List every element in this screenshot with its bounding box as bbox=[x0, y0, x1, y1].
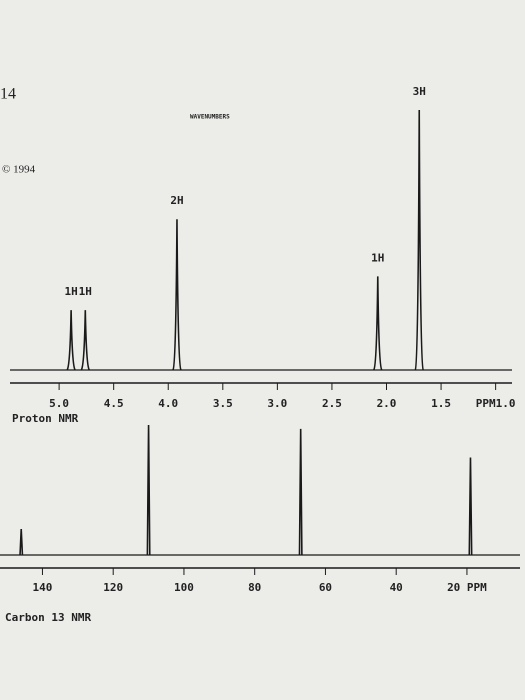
x-tick-label: 140 bbox=[33, 581, 53, 594]
x-tick-label: 1.5 bbox=[431, 397, 451, 410]
peak-label: 1H bbox=[79, 285, 92, 298]
x-tick-label: PPM1.0 bbox=[476, 397, 516, 410]
page-number: 14 bbox=[0, 86, 16, 103]
x-tick-label: 80 bbox=[248, 581, 261, 594]
x-tick-label: 4.5 bbox=[104, 397, 124, 410]
peak bbox=[146, 424, 151, 556]
peak-label: 2H bbox=[170, 194, 183, 207]
x-tick-label: 120 bbox=[103, 581, 123, 594]
x-tick-label: 3.5 bbox=[213, 397, 233, 410]
peak bbox=[298, 428, 303, 556]
x-tick-label: 40 bbox=[390, 581, 403, 594]
peak bbox=[80, 310, 91, 371]
x-tick-label: 3.0 bbox=[267, 397, 287, 410]
peak bbox=[172, 219, 182, 371]
x-tick-label: 100 bbox=[174, 581, 194, 594]
x-tick-label: 2.0 bbox=[377, 397, 397, 410]
header-text: WAVENUMBERS bbox=[190, 114, 230, 121]
x-tick-label: 4.0 bbox=[158, 397, 178, 410]
peak bbox=[19, 528, 24, 556]
peak bbox=[414, 109, 425, 371]
copyright: © 1994 bbox=[2, 164, 36, 176]
chart-title: Carbon 13 NMR bbox=[5, 611, 91, 624]
x-tick-label: 2.5 bbox=[322, 397, 342, 410]
peak bbox=[66, 310, 76, 371]
peak bbox=[373, 276, 383, 371]
peak bbox=[468, 457, 473, 556]
peak-label: 1H bbox=[64, 285, 77, 298]
x-tick-label: 5.0 bbox=[49, 397, 69, 410]
chart-title: Proton NMR bbox=[12, 412, 79, 425]
peak-label: 3H bbox=[413, 85, 426, 98]
peak-label: 1H bbox=[371, 251, 384, 264]
x-tick-label: 60 bbox=[319, 581, 332, 594]
x-tick-label: 20 PPM bbox=[447, 581, 487, 594]
